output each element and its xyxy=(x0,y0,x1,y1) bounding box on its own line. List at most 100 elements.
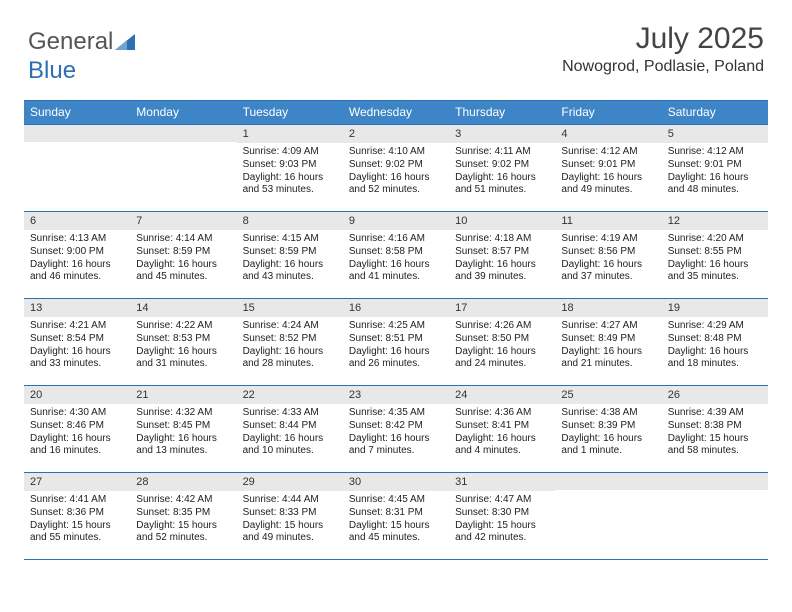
day-number: 13 xyxy=(24,299,130,317)
sunset-text: Sunset: 8:51 PM xyxy=(349,333,443,346)
daylight-text: Daylight: 16 hours and 18 minutes. xyxy=(668,346,762,372)
daylight-text: Daylight: 16 hours and 26 minutes. xyxy=(349,346,443,372)
empty-cell xyxy=(555,473,661,559)
day-number: 27 xyxy=(24,473,130,491)
day-cell: 28Sunrise: 4:42 AMSunset: 8:35 PMDayligh… xyxy=(130,473,236,559)
weekday-header: Saturday xyxy=(662,101,768,124)
day-cell: 2Sunrise: 4:10 AMSunset: 9:02 PMDaylight… xyxy=(343,125,449,211)
month-year: July 2025 xyxy=(562,22,764,56)
weekday-header-row: SundayMondayTuesdayWednesdayThursdayFrid… xyxy=(24,100,768,125)
daylight-text: Daylight: 16 hours and 52 minutes. xyxy=(349,172,443,198)
daylight-text: Daylight: 16 hours and 43 minutes. xyxy=(243,259,337,285)
day-cell: 20Sunrise: 4:30 AMSunset: 8:46 PMDayligh… xyxy=(24,386,130,472)
sunrise-text: Sunrise: 4:09 AM xyxy=(243,146,337,159)
sunset-text: Sunset: 8:48 PM xyxy=(668,333,762,346)
sunset-text: Sunset: 8:36 PM xyxy=(30,507,124,520)
logo-text-2: Blue xyxy=(28,57,76,84)
day-number: 4 xyxy=(555,125,661,143)
sunrise-text: Sunrise: 4:21 AM xyxy=(30,320,124,333)
daylight-text: Daylight: 15 hours and 45 minutes. xyxy=(349,520,443,546)
day-cell: 8Sunrise: 4:15 AMSunset: 8:59 PMDaylight… xyxy=(237,212,343,298)
sunset-text: Sunset: 9:02 PM xyxy=(349,159,443,172)
daylight-text: Daylight: 16 hours and 46 minutes. xyxy=(30,259,124,285)
day-number: 16 xyxy=(343,299,449,317)
sunrise-text: Sunrise: 4:32 AM xyxy=(136,407,230,420)
day-details: Sunrise: 4:20 AMSunset: 8:55 PMDaylight:… xyxy=(662,230,768,287)
day-details: Sunrise: 4:47 AMSunset: 8:30 PMDaylight:… xyxy=(449,491,555,548)
sunrise-text: Sunrise: 4:38 AM xyxy=(561,407,655,420)
day-details: Sunrise: 4:45 AMSunset: 8:31 PMDaylight:… xyxy=(343,491,449,548)
sunset-text: Sunset: 8:56 PM xyxy=(561,246,655,259)
logo-triangle-icon xyxy=(115,29,135,57)
day-details: Sunrise: 4:12 AMSunset: 9:01 PMDaylight:… xyxy=(555,143,661,200)
sunrise-text: Sunrise: 4:24 AM xyxy=(243,320,337,333)
day-cell: 23Sunrise: 4:35 AMSunset: 8:42 PMDayligh… xyxy=(343,386,449,472)
sunrise-text: Sunrise: 4:18 AM xyxy=(455,233,549,246)
sunrise-text: Sunrise: 4:26 AM xyxy=(455,320,549,333)
day-details: Sunrise: 4:24 AMSunset: 8:52 PMDaylight:… xyxy=(237,317,343,374)
day-cell: 13Sunrise: 4:21 AMSunset: 8:54 PMDayligh… xyxy=(24,299,130,385)
daylight-text: Daylight: 16 hours and 41 minutes. xyxy=(349,259,443,285)
logo: General Blue xyxy=(28,28,135,85)
day-cell: 11Sunrise: 4:19 AMSunset: 8:56 PMDayligh… xyxy=(555,212,661,298)
day-number: 26 xyxy=(662,386,768,404)
daylight-text: Daylight: 16 hours and 13 minutes. xyxy=(136,433,230,459)
daylight-text: Daylight: 16 hours and 31 minutes. xyxy=(136,346,230,372)
day-details: Sunrise: 4:38 AMSunset: 8:39 PMDaylight:… xyxy=(555,404,661,461)
sunrise-text: Sunrise: 4:27 AM xyxy=(561,320,655,333)
sunset-text: Sunset: 8:59 PM xyxy=(136,246,230,259)
sunset-text: Sunset: 9:01 PM xyxy=(561,159,655,172)
day-details: Sunrise: 4:44 AMSunset: 8:33 PMDaylight:… xyxy=(237,491,343,548)
day-details: Sunrise: 4:33 AMSunset: 8:44 PMDaylight:… xyxy=(237,404,343,461)
day-details: Sunrise: 4:27 AMSunset: 8:49 PMDaylight:… xyxy=(555,317,661,374)
day-number: 25 xyxy=(555,386,661,404)
day-details: Sunrise: 4:16 AMSunset: 8:58 PMDaylight:… xyxy=(343,230,449,287)
sunset-text: Sunset: 8:38 PM xyxy=(668,420,762,433)
day-number: 9 xyxy=(343,212,449,230)
day-cell: 15Sunrise: 4:24 AMSunset: 8:52 PMDayligh… xyxy=(237,299,343,385)
sunrise-text: Sunrise: 4:25 AM xyxy=(349,320,443,333)
day-cell: 3Sunrise: 4:11 AMSunset: 9:02 PMDaylight… xyxy=(449,125,555,211)
daylight-text: Daylight: 15 hours and 52 minutes. xyxy=(136,520,230,546)
sunrise-text: Sunrise: 4:36 AM xyxy=(455,407,549,420)
daylight-text: Daylight: 16 hours and 4 minutes. xyxy=(455,433,549,459)
daylight-text: Daylight: 16 hours and 21 minutes. xyxy=(561,346,655,372)
day-cell: 19Sunrise: 4:29 AMSunset: 8:48 PMDayligh… xyxy=(662,299,768,385)
sunrise-text: Sunrise: 4:13 AM xyxy=(30,233,124,246)
day-cell: 22Sunrise: 4:33 AMSunset: 8:44 PMDayligh… xyxy=(237,386,343,472)
sunrise-text: Sunrise: 4:12 AM xyxy=(668,146,762,159)
sunrise-text: Sunrise: 4:14 AM xyxy=(136,233,230,246)
day-cell: 18Sunrise: 4:27 AMSunset: 8:49 PMDayligh… xyxy=(555,299,661,385)
day-details: Sunrise: 4:21 AMSunset: 8:54 PMDaylight:… xyxy=(24,317,130,374)
sunrise-text: Sunrise: 4:19 AM xyxy=(561,233,655,246)
weekday-header: Monday xyxy=(130,101,236,124)
day-number: 10 xyxy=(449,212,555,230)
weekday-header: Sunday xyxy=(24,101,130,124)
sunrise-text: Sunrise: 4:35 AM xyxy=(349,407,443,420)
daylight-text: Daylight: 16 hours and 51 minutes. xyxy=(455,172,549,198)
day-cell: 1Sunrise: 4:09 AMSunset: 9:03 PMDaylight… xyxy=(237,125,343,211)
day-number: 8 xyxy=(237,212,343,230)
day-number: 15 xyxy=(237,299,343,317)
week-row: 27Sunrise: 4:41 AMSunset: 8:36 PMDayligh… xyxy=(24,473,768,560)
daylight-text: Daylight: 16 hours and 33 minutes. xyxy=(30,346,124,372)
daylight-text: Daylight: 16 hours and 39 minutes. xyxy=(455,259,549,285)
day-cell: 12Sunrise: 4:20 AMSunset: 8:55 PMDayligh… xyxy=(662,212,768,298)
day-cell: 7Sunrise: 4:14 AMSunset: 8:59 PMDaylight… xyxy=(130,212,236,298)
day-number: 20 xyxy=(24,386,130,404)
day-number: 3 xyxy=(449,125,555,143)
sunset-text: Sunset: 9:01 PM xyxy=(668,159,762,172)
weekday-header: Wednesday xyxy=(343,101,449,124)
sunset-text: Sunset: 9:02 PM xyxy=(455,159,549,172)
sunrise-text: Sunrise: 4:39 AM xyxy=(668,407,762,420)
daylight-text: Daylight: 15 hours and 58 minutes. xyxy=(668,433,762,459)
empty-cell xyxy=(24,125,130,211)
sunrise-text: Sunrise: 4:16 AM xyxy=(349,233,443,246)
day-cell: 5Sunrise: 4:12 AMSunset: 9:01 PMDaylight… xyxy=(662,125,768,211)
day-number: 21 xyxy=(130,386,236,404)
sunset-text: Sunset: 8:31 PM xyxy=(349,507,443,520)
day-number: 12 xyxy=(662,212,768,230)
sunset-text: Sunset: 8:46 PM xyxy=(30,420,124,433)
daylight-text: Daylight: 16 hours and 49 minutes. xyxy=(561,172,655,198)
sunset-text: Sunset: 8:33 PM xyxy=(243,507,337,520)
